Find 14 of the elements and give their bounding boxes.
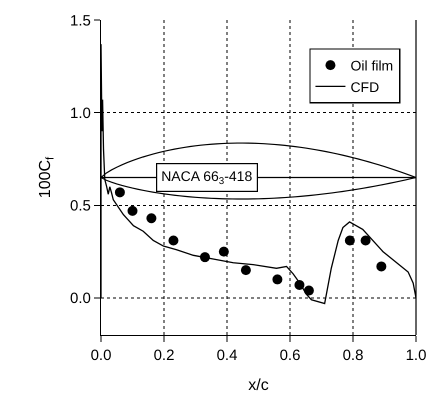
y-tick-label: 0.5 bbox=[70, 198, 91, 215]
x-axis-title: x/c bbox=[248, 376, 269, 394]
y-tick-label: 1.5 bbox=[70, 12, 91, 30]
legend-label: Oil film bbox=[350, 58, 394, 74]
y-tick-label: 0.0 bbox=[70, 290, 91, 308]
annotation: NACA 66$_{3}$-418 bbox=[161, 168, 252, 188]
x-tick-label: 0.4 bbox=[216, 347, 238, 364]
x-tick-label: 0.2 bbox=[154, 347, 174, 364]
legend-label: CFD bbox=[350, 78, 380, 95]
x-tick-label: 0.0 bbox=[90, 347, 112, 364]
x-tick-label: 0.6 bbox=[280, 347, 300, 364]
y-tick-label: 1.0 bbox=[70, 104, 91, 122]
x-tick-label: 1.0 bbox=[406, 347, 426, 364]
x-tick-label: 0.8 bbox=[342, 347, 364, 364]
